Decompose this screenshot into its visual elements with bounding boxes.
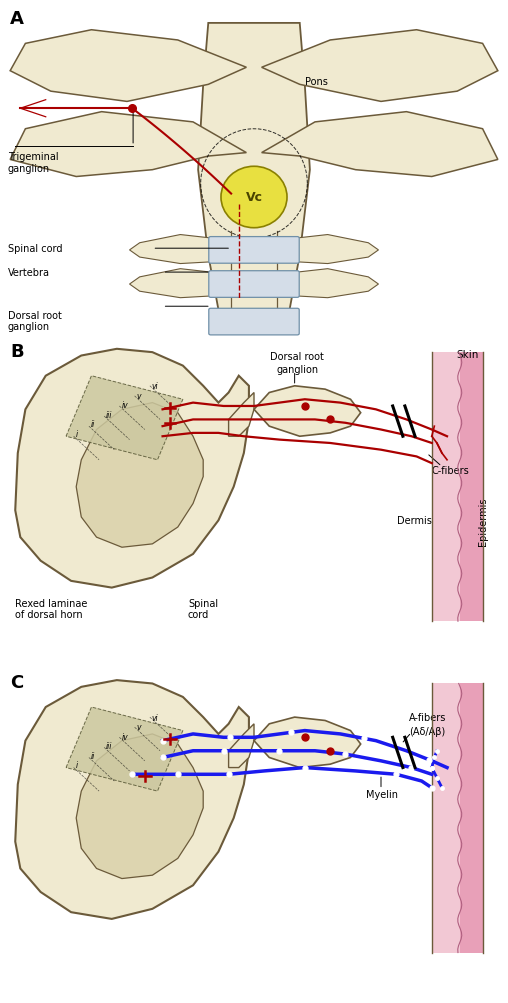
Text: v: v	[137, 722, 141, 731]
Text: Pons: Pons	[305, 77, 328, 87]
Polygon shape	[76, 403, 203, 548]
Text: (Aδ/Aβ): (Aδ/Aβ)	[409, 726, 445, 736]
Polygon shape	[254, 386, 361, 436]
Text: Epidermis: Epidermis	[478, 496, 488, 545]
Text: ganglion: ganglion	[276, 365, 318, 374]
FancyBboxPatch shape	[209, 309, 299, 336]
Polygon shape	[198, 24, 310, 324]
Polygon shape	[297, 236, 378, 264]
Text: Skin: Skin	[456, 349, 479, 359]
Polygon shape	[10, 31, 246, 102]
Text: iv: iv	[121, 732, 128, 741]
Text: i: i	[76, 760, 78, 769]
Polygon shape	[10, 112, 246, 178]
Text: i: i	[76, 429, 78, 438]
Text: A: A	[10, 10, 24, 28]
Text: iv: iv	[121, 401, 128, 410]
Text: Spinal
cord: Spinal cord	[188, 598, 218, 620]
Text: iii: iii	[106, 410, 113, 419]
Text: Spinal cord: Spinal cord	[8, 244, 62, 254]
Polygon shape	[15, 349, 249, 588]
Text: ii: ii	[91, 420, 95, 429]
Text: C-fibers: C-fibers	[432, 465, 469, 475]
Text: iii: iii	[106, 741, 113, 750]
Text: vi: vi	[152, 713, 158, 722]
Polygon shape	[254, 717, 361, 768]
Polygon shape	[130, 270, 211, 298]
Text: Dermis: Dermis	[397, 516, 432, 526]
FancyBboxPatch shape	[209, 238, 299, 264]
Polygon shape	[229, 724, 254, 768]
Text: B: B	[10, 343, 24, 361]
Bar	[460, 353, 483, 622]
Polygon shape	[66, 707, 183, 791]
FancyBboxPatch shape	[209, 272, 299, 298]
Bar	[460, 684, 483, 953]
Text: Dorsal root: Dorsal root	[270, 351, 324, 361]
Polygon shape	[66, 376, 183, 460]
Polygon shape	[297, 270, 378, 298]
Polygon shape	[262, 31, 498, 102]
Text: Dorsal root
ganglion: Dorsal root ganglion	[8, 310, 61, 332]
Text: A-fibers: A-fibers	[409, 712, 447, 722]
Text: vi: vi	[152, 382, 158, 391]
Text: C: C	[10, 674, 23, 692]
Text: v: v	[137, 391, 141, 400]
Text: Myelin: Myelin	[366, 789, 398, 799]
Polygon shape	[130, 236, 211, 264]
Text: ii: ii	[91, 751, 95, 760]
Text: Rexed laminae
of dorsal horn: Rexed laminae of dorsal horn	[15, 598, 87, 620]
Polygon shape	[229, 393, 254, 436]
Bar	[432, 353, 460, 622]
Bar	[432, 684, 460, 953]
Text: Vertebra: Vertebra	[8, 268, 50, 278]
Ellipse shape	[221, 168, 287, 229]
Polygon shape	[262, 112, 498, 178]
Polygon shape	[15, 680, 249, 919]
Text: Trigeminal
ganglion: Trigeminal ganglion	[8, 151, 58, 174]
Text: Vc: Vc	[245, 192, 263, 205]
Polygon shape	[76, 734, 203, 879]
